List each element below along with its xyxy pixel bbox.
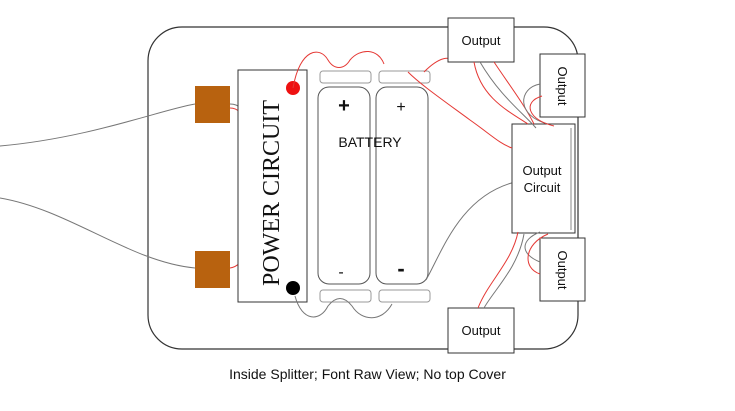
power-to-battery-top-wire [292, 51, 385, 89]
battery-cell-left [317, 86, 371, 285]
output-box-bottom [447, 307, 515, 354]
output-box-right-upper [539, 53, 586, 118]
wire-top-output-red-2 [493, 61, 535, 125]
input-wire-lower [0, 197, 196, 269]
input-wire-upper [0, 103, 196, 147]
wire-top-output-red-1 [473, 61, 529, 125]
power-to-battery-bottom-wire [294, 295, 393, 319]
cell-left-plus: + [338, 95, 350, 117]
wire-right-lower-gray [524, 231, 541, 263]
cell-right-plus: + [396, 99, 405, 116]
input-terminal-upper [195, 86, 230, 123]
battery-label: BATTERY [338, 134, 402, 150]
output-circuit-board [511, 123, 576, 234]
wire-top-output-gray [479, 61, 537, 129]
battery-clip-top-left [319, 70, 372, 84]
splitter-enclosure [147, 26, 579, 350]
cell-left-minus: - [338, 264, 343, 281]
wire-right-lower-red [527, 233, 549, 275]
battery-clip-bottom-left [319, 289, 372, 303]
input-terminal-lower [195, 251, 230, 288]
battery-cell-right [375, 86, 429, 285]
output-box-right-lower [539, 237, 586, 302]
wire-battery-to-output-red [407, 71, 513, 149]
output-right-upper-label: Output [555, 66, 570, 105]
output-circuit-label-line2: Circuit [524, 180, 561, 195]
battery-to-output-circuit-gray [425, 181, 516, 281]
wire-right-upper-red [529, 95, 555, 127]
power-circuit-board [237, 69, 308, 303]
output-circuit-label-line1: Output [522, 163, 561, 178]
negative-terminal-dot [286, 281, 300, 295]
wire-output-to-bottom-gray [483, 233, 525, 309]
diagram-caption: Inside Splitter; Font Raw View; No top C… [229, 366, 506, 382]
power-circuit-label: POWER CIRCUIT [259, 100, 285, 286]
wire-output-to-bottom-red [477, 231, 519, 309]
output-top-label: Output [461, 33, 500, 48]
output-box-top [447, 17, 515, 63]
output-bottom-label: Output [461, 323, 500, 338]
battery-clip-bottom-right [378, 289, 431, 303]
battery-clip-top-right [378, 70, 431, 84]
cell-right-minus: - [397, 256, 404, 281]
output-right-lower-label: Output [555, 250, 570, 289]
